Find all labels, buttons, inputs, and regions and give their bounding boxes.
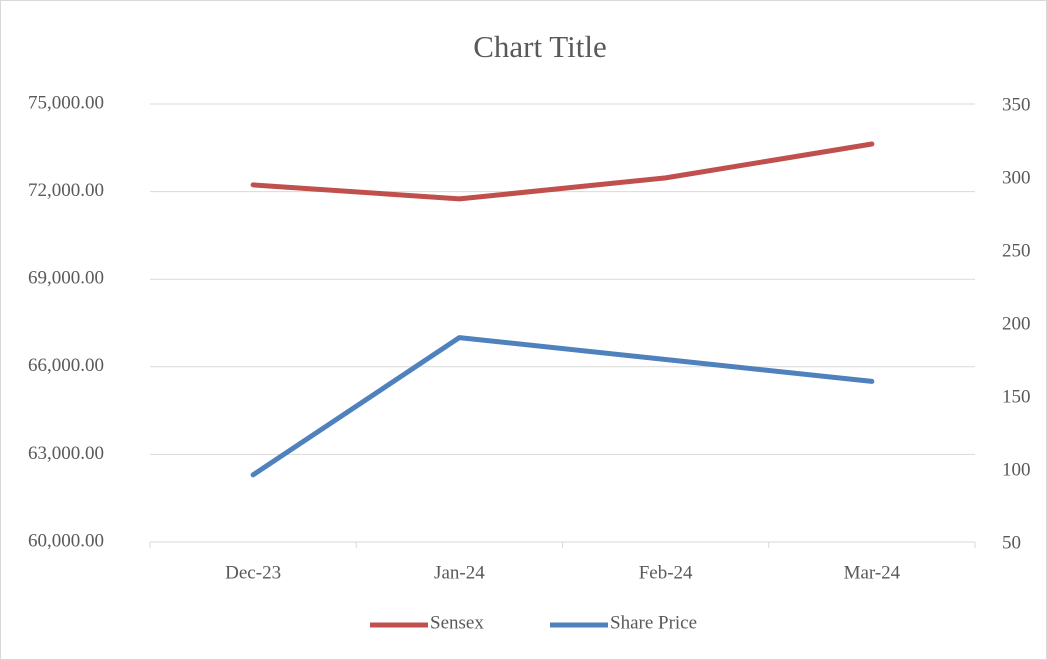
legend-label: Share Price xyxy=(610,612,697,633)
y2-tick-label: 150 xyxy=(1002,386,1031,407)
y2-tick-label: 250 xyxy=(1002,240,1031,261)
y-tick-label: 75,000.00 xyxy=(28,92,104,113)
series-line xyxy=(250,141,875,202)
x-tick-label: Feb-24 xyxy=(639,562,693,583)
chart-title: Chart Title xyxy=(473,29,607,64)
y-tick-label: 66,000.00 xyxy=(28,355,104,376)
y2-tick-label: 200 xyxy=(1002,313,1031,334)
series-line xyxy=(250,335,875,478)
y-tick-label: 69,000.00 xyxy=(28,268,104,289)
y-tick-label: 60,000.00 xyxy=(28,530,104,551)
legend-label: Sensex xyxy=(430,612,484,633)
y-tick-label: 72,000.00 xyxy=(28,180,104,201)
y2-tick-label: 350 xyxy=(1002,94,1031,115)
y2-tick-label: 50 xyxy=(1002,532,1021,553)
y2-tick-label: 300 xyxy=(1002,167,1031,188)
x-tick-label: Dec-23 xyxy=(225,562,281,583)
x-tick-label: Mar-24 xyxy=(844,562,901,583)
y-tick-label: 63,000.00 xyxy=(28,443,104,464)
y2-tick-label: 100 xyxy=(1002,459,1031,480)
x-tick-label: Jan-24 xyxy=(434,562,485,583)
